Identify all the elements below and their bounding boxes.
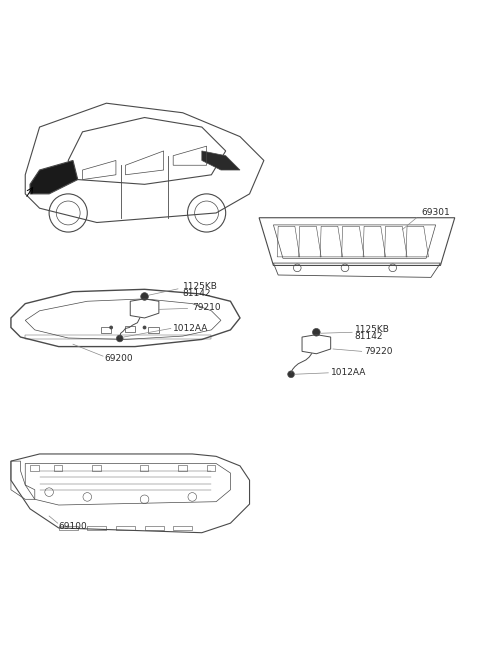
Text: 1012AA: 1012AA	[331, 368, 366, 377]
Text: 69100: 69100	[59, 522, 87, 531]
Text: 1125KB: 1125KB	[183, 282, 217, 291]
Circle shape	[143, 326, 146, 329]
Text: 81142: 81142	[183, 289, 211, 297]
Text: 1125KB: 1125KB	[355, 326, 389, 335]
Bar	[206, 465, 215, 471]
Bar	[30, 465, 38, 471]
Text: 79210: 79210	[192, 303, 221, 312]
Circle shape	[109, 326, 113, 329]
Circle shape	[141, 293, 148, 300]
Bar	[92, 465, 101, 471]
Text: 69200: 69200	[104, 354, 132, 363]
Bar	[124, 326, 135, 332]
Bar	[178, 465, 187, 471]
Text: 1012AA: 1012AA	[173, 324, 209, 333]
Text: 69301: 69301	[421, 208, 450, 217]
Bar	[54, 465, 62, 471]
Text: 79220: 79220	[364, 347, 393, 356]
Polygon shape	[202, 151, 240, 170]
Bar	[101, 327, 111, 333]
Circle shape	[116, 335, 123, 342]
Circle shape	[312, 328, 320, 336]
Text: 81142: 81142	[355, 331, 383, 341]
Bar	[140, 465, 148, 471]
Bar	[148, 327, 159, 333]
Circle shape	[288, 371, 294, 378]
Polygon shape	[30, 160, 78, 194]
